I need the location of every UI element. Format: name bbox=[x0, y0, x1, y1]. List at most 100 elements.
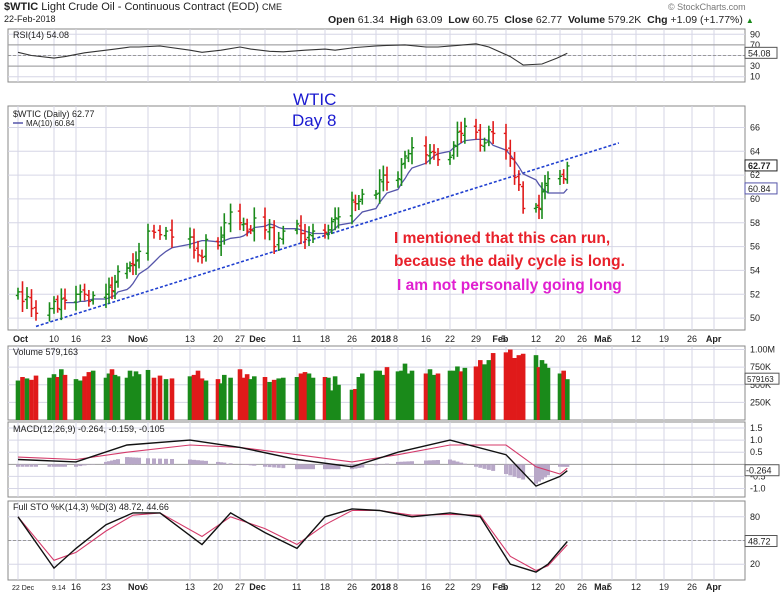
macd-histogram-bar bbox=[474, 464, 478, 467]
volume-bar bbox=[384, 367, 390, 420]
price-bar bbox=[24, 287, 30, 310]
volume-bar bbox=[294, 377, 300, 420]
y-tick-label: 0.5 bbox=[750, 447, 763, 457]
macd-histogram-bar bbox=[252, 464, 257, 466]
price-bar bbox=[136, 242, 142, 269]
x-axis-label-bottom: 13 bbox=[185, 582, 195, 592]
price-tag-label: 60.84 bbox=[748, 184, 771, 194]
price-bar bbox=[458, 121, 464, 143]
price-bar bbox=[157, 225, 163, 240]
macd-histogram-bar bbox=[333, 464, 338, 470]
macd-histogram-bar bbox=[428, 460, 432, 465]
volume-bar bbox=[59, 369, 64, 420]
volume-bar bbox=[191, 374, 197, 420]
volume-bar bbox=[359, 373, 365, 420]
price-bar bbox=[15, 287, 21, 300]
chart-header: $WTIC Light Crude Oil - Continuous Contr… bbox=[0, 0, 781, 26]
volume-bar bbox=[539, 360, 545, 420]
macd-histogram-bar bbox=[125, 457, 129, 465]
volume-bar bbox=[536, 367, 542, 420]
macd-histogram-bar bbox=[16, 464, 20, 467]
volume-bar bbox=[276, 378, 282, 420]
rsi-line bbox=[17, 43, 568, 66]
macd-histogram-bar bbox=[396, 461, 400, 465]
volume-value-tag-label: 579163 bbox=[747, 375, 774, 384]
price-bar bbox=[310, 223, 316, 244]
y-tick-label: 64 bbox=[750, 146, 760, 156]
price-bar bbox=[482, 137, 487, 152]
macd-histogram-bar bbox=[360, 464, 365, 468]
y-tick-label: 1.5 bbox=[750, 423, 763, 433]
macd-histogram-bar bbox=[424, 460, 428, 465]
x-axis-label: 29 bbox=[471, 334, 481, 344]
y-tick-label: 60 bbox=[750, 194, 760, 204]
price-bar bbox=[373, 190, 379, 200]
price-bar bbox=[281, 225, 286, 245]
x-axis-label-bottom: 18 bbox=[320, 582, 330, 592]
macd-histogram-bar bbox=[455, 461, 460, 465]
open-value: 61.34 bbox=[357, 14, 385, 26]
x-axis-label-bottom: Dec bbox=[249, 582, 266, 592]
y-tick-label: 54 bbox=[750, 265, 760, 275]
price-bar bbox=[90, 291, 96, 305]
price-bar bbox=[473, 118, 479, 140]
volume-bar bbox=[62, 374, 68, 420]
volume-bar bbox=[248, 379, 254, 420]
price-bar bbox=[145, 223, 151, 261]
macd-histogram-bar bbox=[299, 464, 303, 470]
macd-histogram-bar bbox=[356, 464, 361, 469]
macd-signal-line bbox=[17, 444, 568, 475]
macd-histogram-bar bbox=[478, 464, 483, 468]
macd-histogram-bar bbox=[104, 461, 108, 465]
macd-histogram-bar bbox=[164, 458, 168, 465]
x-axis-label: 16 bbox=[71, 334, 81, 344]
price-bar bbox=[203, 234, 209, 262]
volume-bar bbox=[241, 377, 246, 420]
price-bar bbox=[462, 117, 468, 144]
macd-histogram-bar bbox=[508, 464, 513, 476]
macd-histogram-bar bbox=[436, 460, 440, 465]
volume-bar bbox=[322, 377, 328, 420]
macd-histogram-bar bbox=[537, 464, 541, 482]
price-bar bbox=[199, 249, 205, 264]
y-tick-label: 52 bbox=[750, 289, 760, 299]
x-axis-label: 20 bbox=[555, 334, 565, 344]
macd-histogram-bar bbox=[281, 464, 286, 469]
macd-histogram-bar bbox=[504, 464, 508, 475]
volume-bar bbox=[435, 373, 441, 420]
volume-title: Volume 579,163 bbox=[13, 347, 78, 357]
macd-histogram-bar bbox=[403, 461, 407, 465]
volume-bar bbox=[477, 360, 483, 420]
x-axis-label: 6 bbox=[143, 334, 148, 344]
price-bar bbox=[86, 289, 92, 307]
x-axis-label: 23 bbox=[101, 334, 111, 344]
volume-bar bbox=[218, 383, 224, 420]
x-axis-label: 22 bbox=[445, 334, 455, 344]
macd-value-tag-label: -0.264 bbox=[746, 466, 772, 476]
price-bar bbox=[169, 219, 175, 248]
volume-value: 579.2K bbox=[608, 14, 642, 26]
price-bar bbox=[112, 274, 118, 300]
price-bar bbox=[115, 265, 121, 288]
y-tick-label: 62 bbox=[750, 170, 760, 180]
volume-bar bbox=[377, 370, 382, 420]
x-axis-label: 10 bbox=[49, 334, 59, 344]
volume-bar bbox=[130, 376, 136, 420]
price-bar bbox=[106, 277, 112, 304]
x-axis-label-bottom: 2018 bbox=[371, 582, 391, 592]
macd-histogram-bar bbox=[561, 464, 566, 467]
x-axis-label-bottom: 6 bbox=[143, 582, 148, 592]
volume-bar bbox=[486, 360, 492, 420]
macd-histogram-bar bbox=[29, 464, 34, 467]
price-bar bbox=[409, 137, 415, 165]
price-bar bbox=[435, 148, 441, 166]
price-bar bbox=[73, 285, 79, 311]
macd-histogram-bar bbox=[491, 464, 496, 471]
x-axis-label: Dec bbox=[249, 334, 266, 344]
price-bar bbox=[545, 171, 551, 193]
volume-bar bbox=[326, 377, 331, 420]
macd-histogram-bar bbox=[385, 463, 389, 465]
volume-bar bbox=[221, 374, 227, 420]
price-bar bbox=[329, 217, 334, 235]
macd-histogram-bar bbox=[228, 463, 233, 465]
